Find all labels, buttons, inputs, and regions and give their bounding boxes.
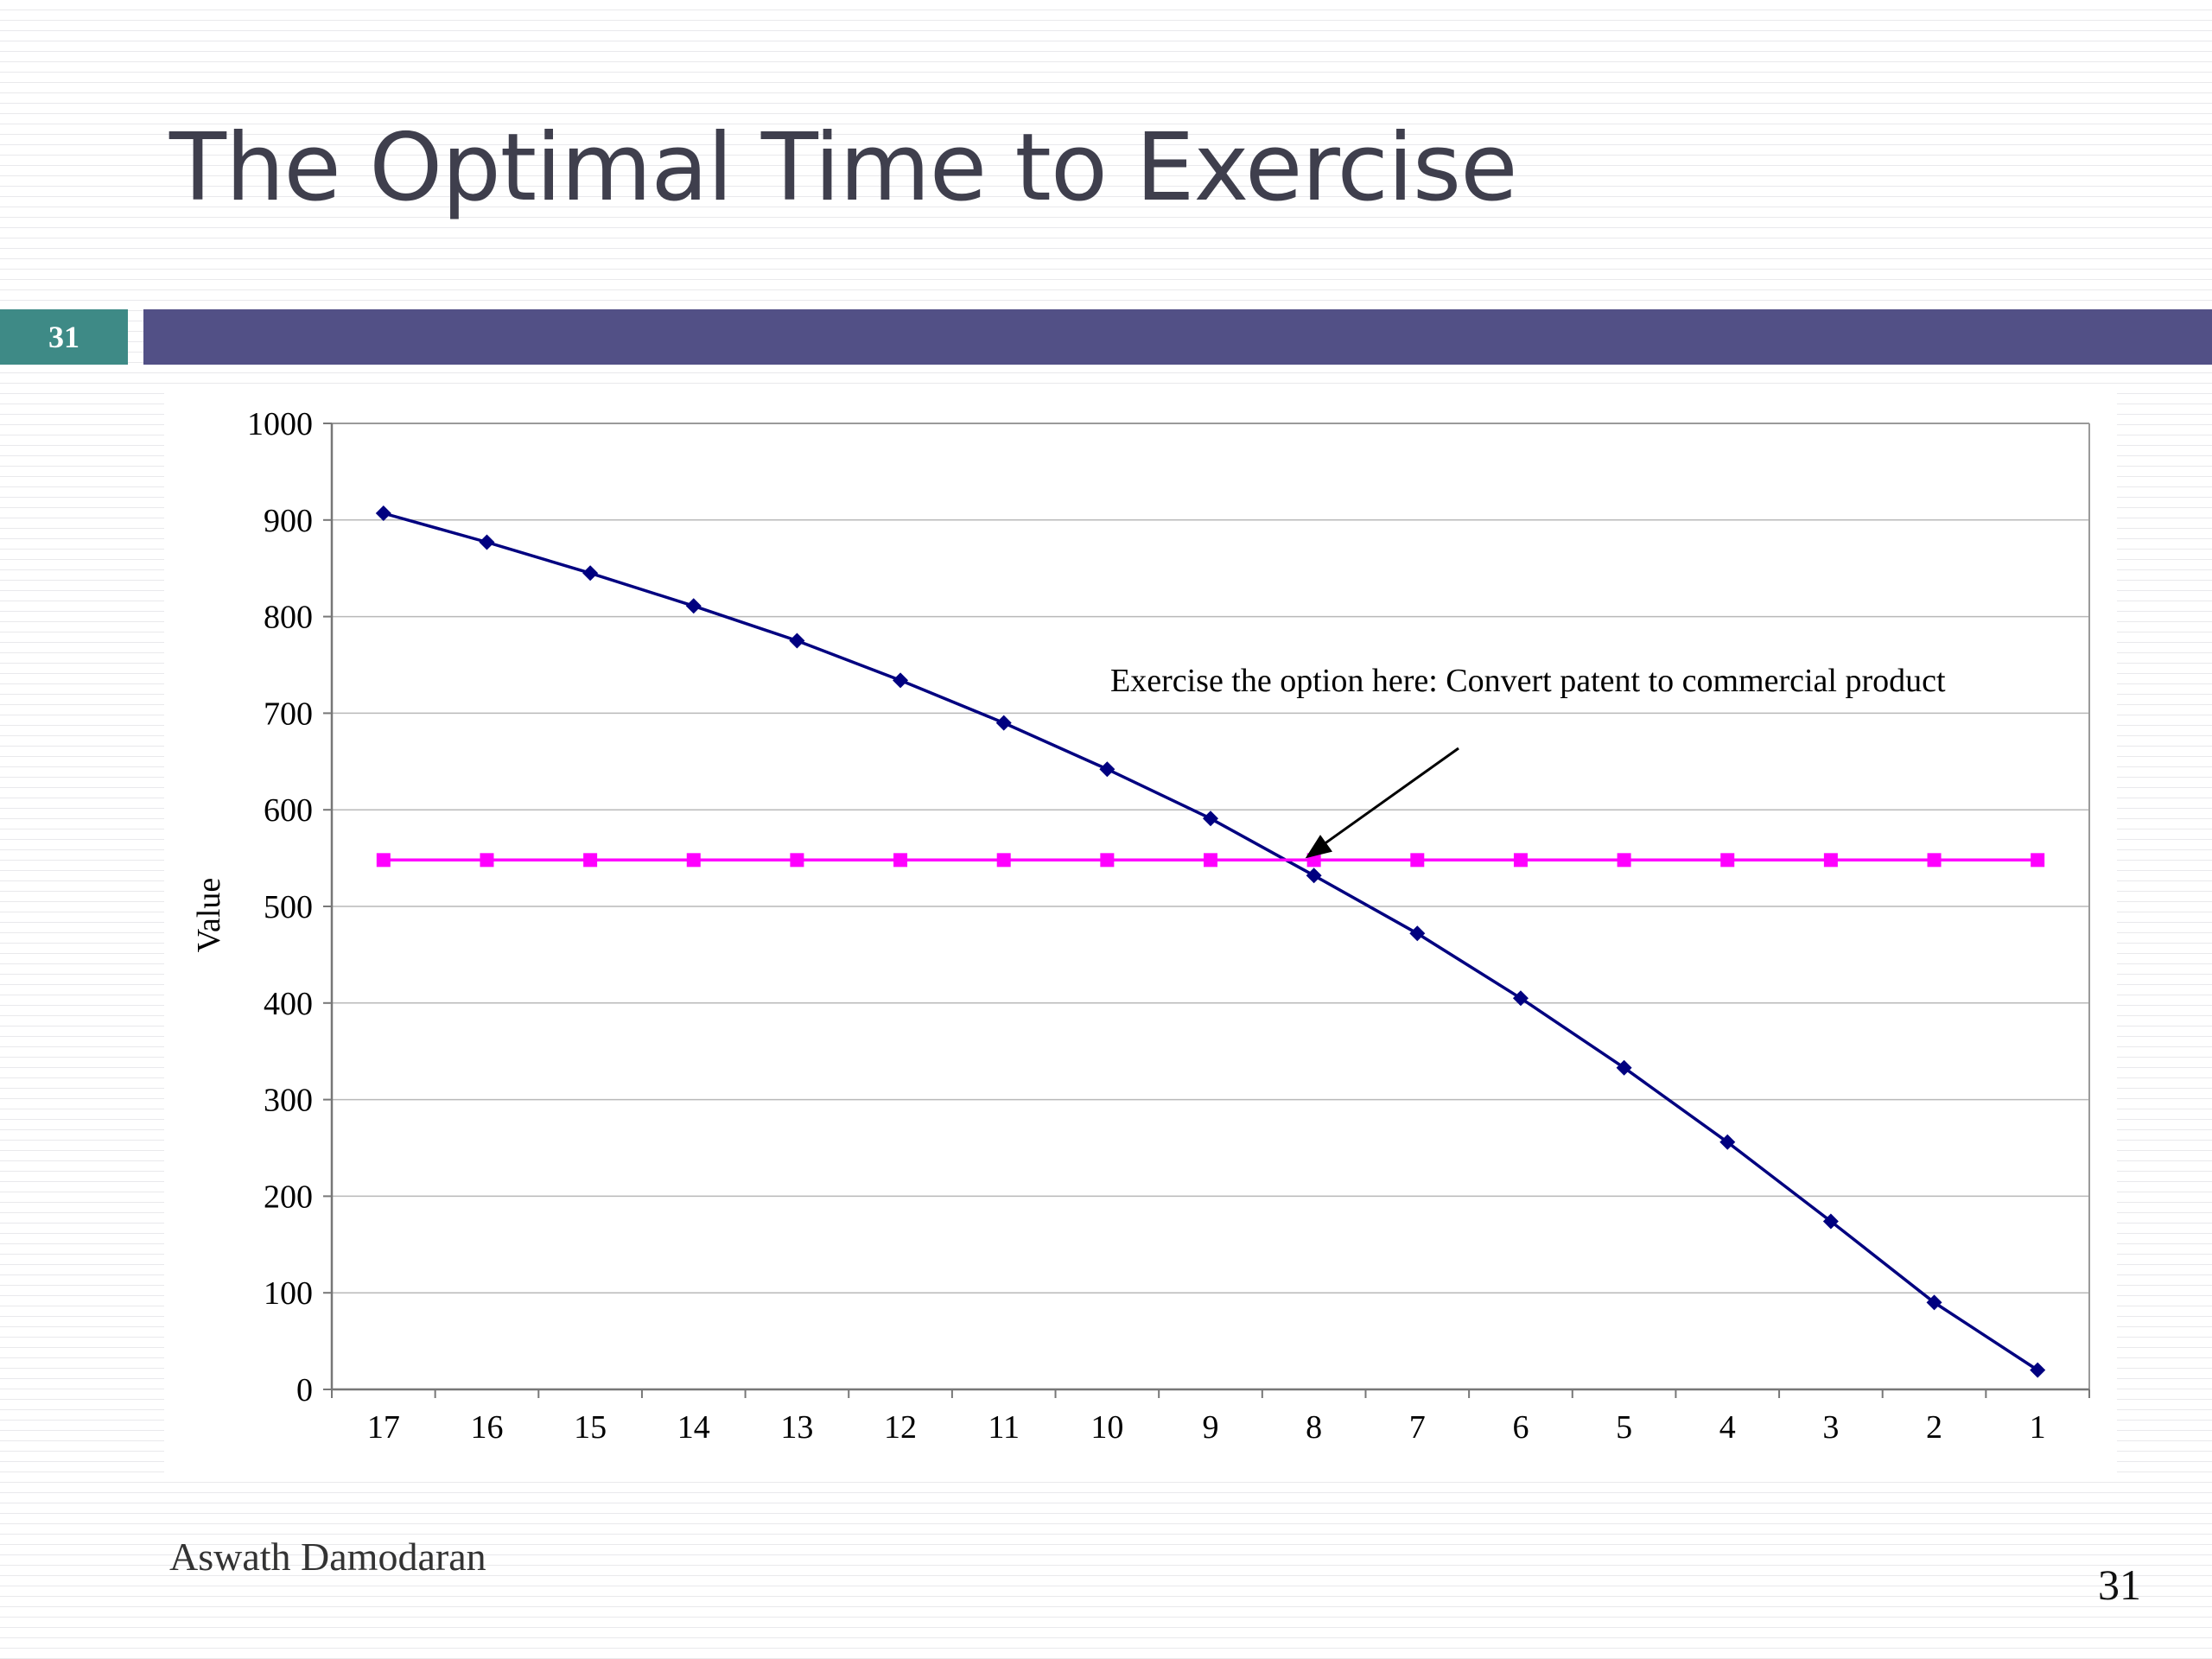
series-1-point <box>582 565 599 582</box>
y-tick-label: 400 <box>264 986 313 1022</box>
y-tick-label: 600 <box>264 792 313 829</box>
series-1-point <box>1719 1134 1736 1150</box>
x-tick-label: 3 <box>1822 1409 1839 1446</box>
x-tick-label: 4 <box>1719 1409 1736 1446</box>
series-2-point <box>893 853 908 868</box>
series-2-point <box>1100 853 1115 868</box>
y-tick-label: 900 <box>264 503 313 539</box>
annotation-text: Exercise the option here: Convert patent… <box>1110 663 1946 699</box>
page-number: 31 <box>2098 1560 2141 1609</box>
series-1-point <box>1306 868 1322 884</box>
series-2-point <box>996 853 1011 868</box>
x-tick-label: 11 <box>988 1409 1020 1446</box>
x-tick-label: 7 <box>1409 1409 1426 1446</box>
series-2-point <box>1823 853 1838 868</box>
series-1-point <box>685 598 702 614</box>
series-2-point <box>583 853 598 868</box>
series-1-point <box>893 672 909 689</box>
x-tick-label: 10 <box>1090 1409 1123 1446</box>
x-tick-label: 8 <box>1306 1409 1322 1446</box>
slide-title: The Optimal Time to Exercise <box>169 114 1518 222</box>
x-axis-ticks: 17 16 15 14 13 12 11 10 9 8 7 6 5 4 3 2 1 <box>331 1389 2090 1446</box>
series-1-line <box>383 512 2039 1372</box>
series-1-point <box>1512 990 1529 1007</box>
series-2-point <box>686 853 701 868</box>
series-lines <box>383 512 2039 1372</box>
series-1-point <box>995 715 1012 731</box>
x-tick-label: 15 <box>574 1409 607 1446</box>
y-tick-label: 700 <box>264 696 313 732</box>
y-tick-label: 100 <box>264 1275 313 1312</box>
series-2-point <box>1204 853 1217 868</box>
series-2-point <box>376 853 391 868</box>
series-2-point <box>790 853 804 868</box>
series-1-point <box>1822 1213 1839 1230</box>
x-tick-label: 12 <box>884 1409 917 1446</box>
series-1-point <box>789 632 805 649</box>
series-1-point <box>1616 1059 1632 1076</box>
series-2-point <box>2031 853 2045 868</box>
x-tick-label: 13 <box>780 1409 813 1446</box>
series-1-point <box>1926 1294 1942 1311</box>
x-tick-label: 2 <box>1926 1409 1942 1446</box>
y-tick-label: 800 <box>264 600 313 636</box>
x-tick-label: 14 <box>677 1409 710 1446</box>
slide-number-badge: 31 <box>0 309 128 365</box>
y-tick-label: 500 <box>264 889 313 925</box>
annotation-arrow-line <box>1316 747 1459 850</box>
y-tick-label: 0 <box>296 1372 313 1408</box>
x-tick-label: 16 <box>470 1409 503 1446</box>
series-1-point <box>479 534 495 550</box>
series-2-point <box>1617 853 1631 868</box>
y-tick-label: 300 <box>264 1083 313 1119</box>
series-1-point <box>1409 925 1426 942</box>
y-axis-label: Value <box>191 878 227 953</box>
annotation-arrow <box>1305 747 1459 859</box>
x-tick-label: 5 <box>1616 1409 1632 1446</box>
y-tick-label: 200 <box>264 1179 313 1215</box>
series-1-point <box>375 505 391 521</box>
x-tick-label: 9 <box>1203 1409 1219 1446</box>
annotation-arrow-head <box>1305 835 1333 859</box>
x-tick-label: 17 <box>367 1409 400 1446</box>
series-2-point <box>1927 853 1942 868</box>
x-tick-label: 6 <box>1512 1409 1529 1446</box>
author-name: Aswath Damodaran <box>169 1535 486 1579</box>
series-2-point <box>1720 853 1735 868</box>
series-markers <box>375 505 2046 1378</box>
series-1-point <box>2030 1362 2046 1378</box>
series-2-point <box>1410 853 1425 868</box>
series-2-point <box>1513 853 1528 868</box>
series-1-point <box>1203 810 1218 827</box>
x-tick-label: 1 <box>2030 1409 2046 1446</box>
y-axis-ticks: 0 100 200 300 400 500 600 700 800 900 1000 <box>247 406 332 1408</box>
title-bar <box>143 309 2212 365</box>
y-tick-label: 1000 <box>247 406 313 442</box>
series-2-point <box>480 853 494 868</box>
series-1-point <box>1099 761 1116 778</box>
